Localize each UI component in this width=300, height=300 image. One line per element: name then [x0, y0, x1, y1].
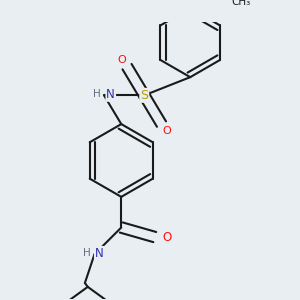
Text: H: H — [94, 89, 101, 99]
Text: CH₃: CH₃ — [231, 0, 250, 8]
Text: S: S — [140, 89, 148, 102]
Text: O: O — [118, 55, 127, 65]
Text: N: N — [106, 88, 115, 101]
Text: N: N — [95, 247, 103, 260]
Text: H: H — [83, 248, 91, 258]
Text: O: O — [163, 231, 172, 244]
Text: O: O — [162, 126, 171, 136]
